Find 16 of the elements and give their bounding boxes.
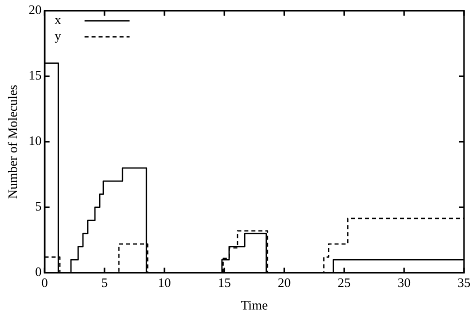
legend-label: y: [54, 28, 62, 44]
x-axis-title: Time: [240, 298, 268, 313]
x-tick-label: 20: [278, 275, 291, 290]
x-tick-label: 25: [338, 275, 351, 290]
x-tick-label: 10: [158, 275, 171, 290]
x-tick-label: 15: [218, 275, 231, 290]
y-tick-label: 10: [28, 133, 42, 148]
y-axis-title: Number of Molecules: [5, 84, 20, 199]
y-tick-label: 5: [35, 198, 42, 214]
x-tick-label: 35: [458, 275, 470, 290]
y-tick-label: 20: [28, 2, 42, 18]
y-tick-label: 0: [35, 264, 42, 280]
y-tick-label: 15: [28, 68, 42, 83]
x-tick-label: 30: [398, 275, 411, 290]
legend-label: x: [54, 12, 62, 28]
x-tick-label: 5: [101, 275, 108, 290]
